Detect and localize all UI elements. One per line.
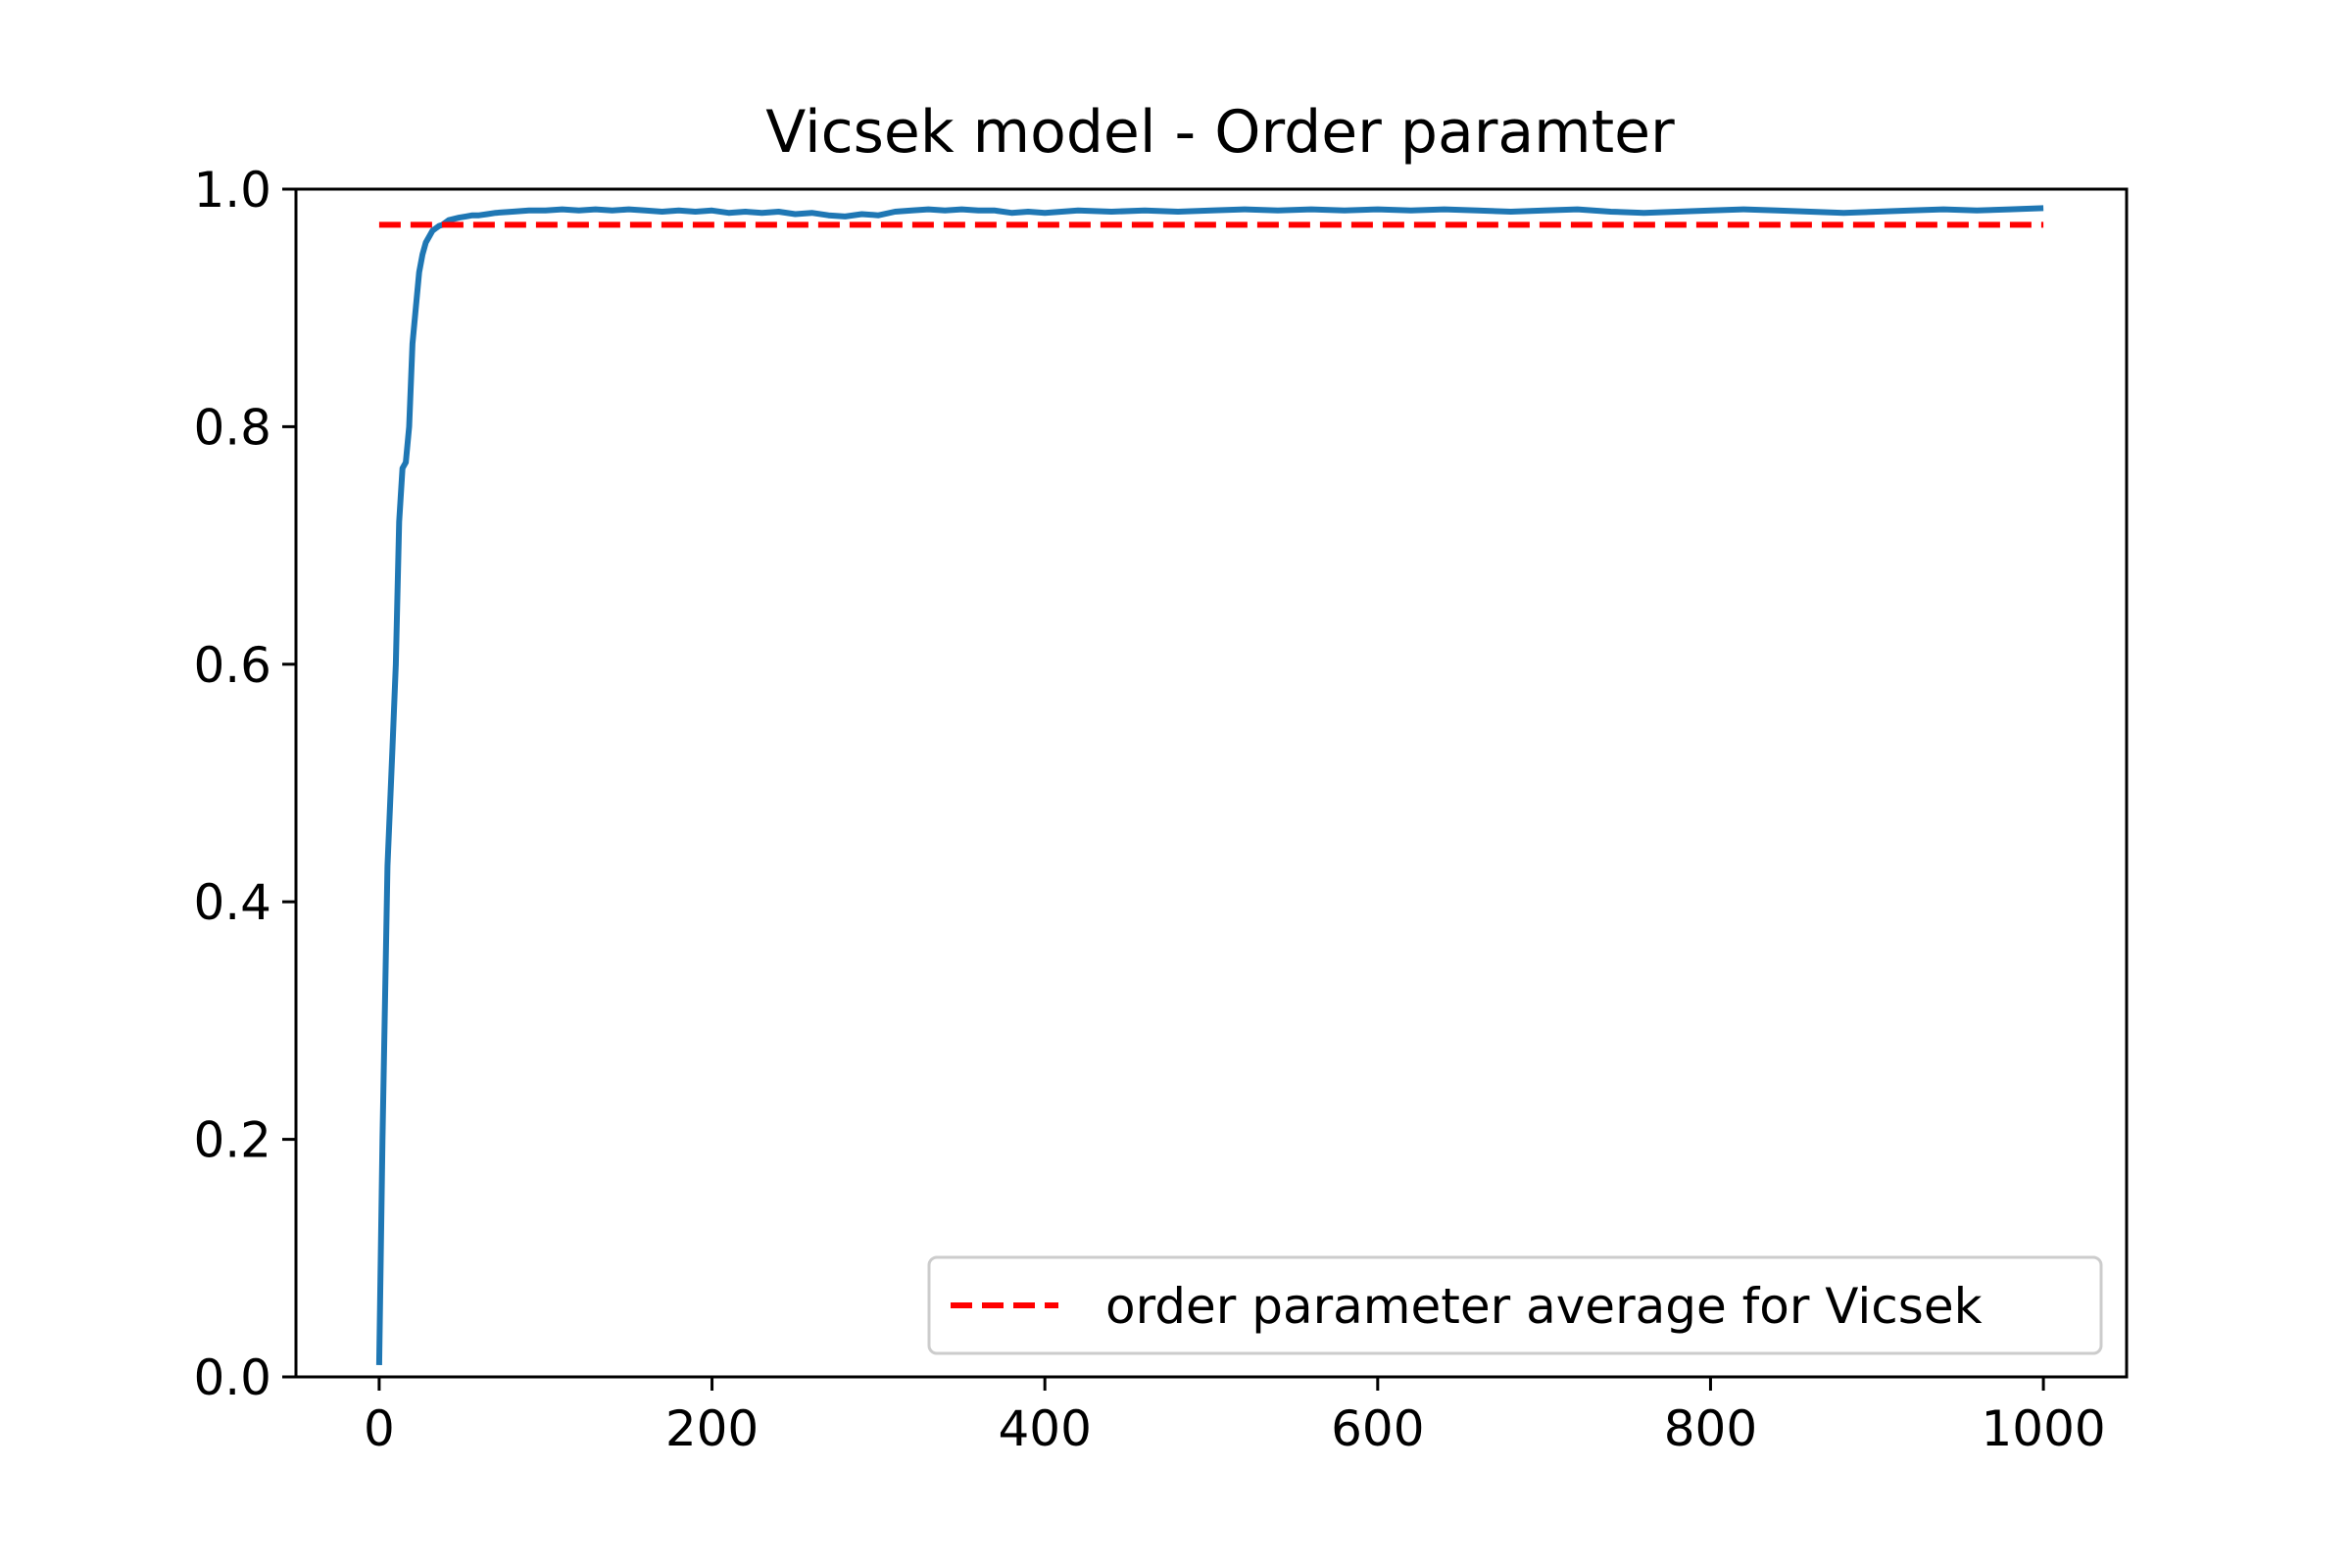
legend-label: order parameter average for Vicsek — [1105, 1278, 1983, 1335]
chart-title: Vicsek model - Order paramter — [765, 98, 1675, 167]
legend: order parameter average for Vicsek — [927, 1255, 2103, 1355]
plot-area — [375, 205, 2044, 1365]
x-tick-label: 800 — [1664, 1400, 1757, 1457]
x-tick-label: 0 — [364, 1400, 395, 1457]
legend-box — [927, 1255, 2103, 1355]
y-tick-label: 0.4 — [193, 874, 271, 931]
x-tick-label: 1000 — [1981, 1400, 2105, 1457]
x-tick-label: 200 — [665, 1400, 759, 1457]
x-tick-label: 400 — [998, 1400, 1091, 1457]
y-tick-label: 0.6 — [193, 637, 271, 694]
y-tick-label: 1.0 — [193, 162, 271, 219]
y-tick-label: 0.8 — [193, 399, 271, 456]
y-tick-label: 0.2 — [193, 1112, 271, 1169]
axes: 0 200 400 600 800 1000 0.0 0.2 0.4 0.6 0.8 1.0 — [193, 162, 2129, 1457]
axes-frame — [294, 187, 2129, 1379]
y-tick-label: 0.0 — [193, 1349, 271, 1406]
x-tick-label: 600 — [1331, 1400, 1424, 1457]
order-parameter-line — [375, 205, 2044, 1365]
